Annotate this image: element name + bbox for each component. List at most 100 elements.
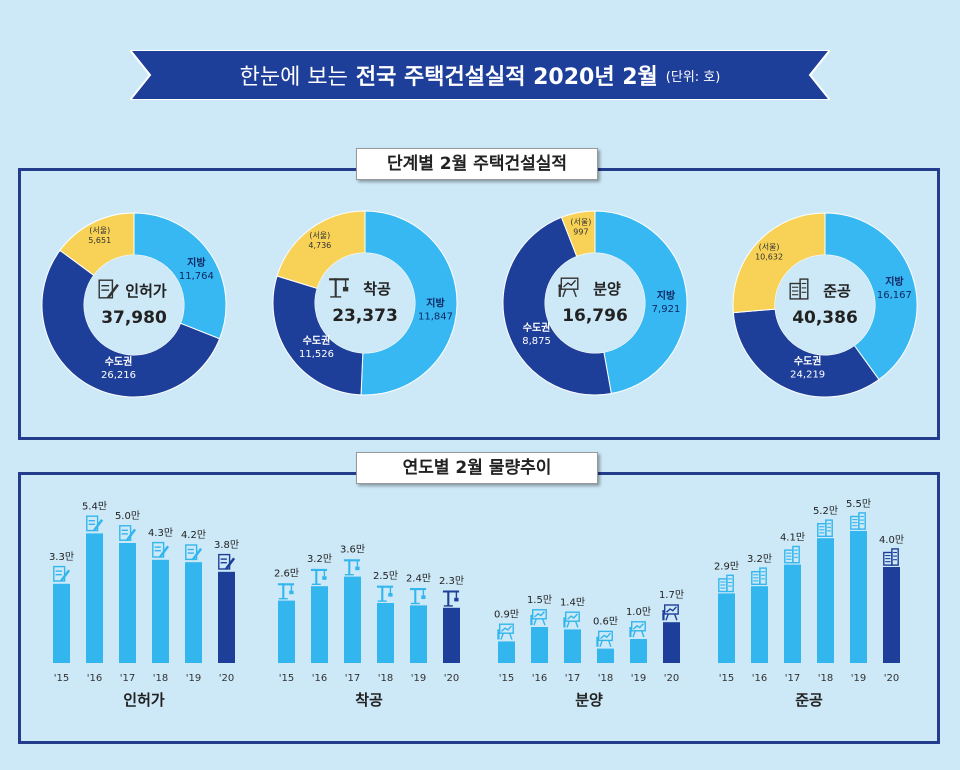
board-leg [607,640,612,647]
bar [597,648,614,663]
title-banner: 한눈에 보는 전국 주택건설실적 2020년 2월 (단위: 호) [127,49,833,101]
bar [185,562,202,663]
bar-group-1: 3.3만 '15 5.4만 '16 5.0만 '17 4.3만 '18 4.2만 '19 3.8만 '… [49,500,239,709]
donut-charts: 지방11,764수도권26,216(서울)5,651인허가37,980지방11,… [41,210,918,398]
bar [751,586,768,663]
x-tick-label: '19 [411,673,426,684]
slice-label-jibang: 지방 [426,297,445,310]
pen-stroke [125,528,137,541]
presentation-board-icon [530,609,547,626]
donut-total: 16,796 [562,306,628,326]
pen-stroke [224,557,236,570]
pen-stroke [92,519,104,532]
board-leg [566,620,570,628]
board-leg [574,620,579,628]
presenter-head [530,614,533,618]
bar-value-label: 4.1만 [780,532,805,544]
bar [498,641,515,663]
bar-value-label: 4.3만 [148,527,173,539]
board-leg [665,613,669,621]
bar-value-label: 2.3만 [439,575,464,587]
donut-2: 지방 11,847 수도권 11,526 (서울)4,736 착공 23,373 [272,210,458,396]
board-leg [673,613,678,621]
board-leg [572,288,577,298]
board-leg [541,618,546,626]
x-tick-label: '18 [818,673,833,684]
presentation-board-icon [596,630,613,647]
bar-group-4: 2.9만 '15 3.2만 '16 4.1만 '17 5.2만 '18 5.5만 '19 4.0만 '… [714,498,904,709]
document-outline [53,565,66,582]
donut-stage-label: 준공 [823,282,851,300]
slice-value-seoul: 4,736 [308,241,331,250]
slice-label-seoul: (서울) [309,231,330,240]
permit-document-icon [218,553,236,570]
slice-label-jibang: 지방 [657,289,676,302]
slice-label-seoul: (서울) [89,226,110,235]
bar-value-label: 2.6만 [274,568,299,580]
slice-value-sudogwon: 24,219 [790,370,825,381]
bar [377,603,394,663]
x-tick-label: '19 [631,673,646,684]
board-trend [600,632,611,640]
permit-document-icon [98,279,119,299]
bar-group-3: 0.9만 '15 1.5만 '16 1.4만 '17 0.6만 '18 1.0만 '19 1.7만 '… [494,589,684,709]
x-tick-label: '16 [312,673,327,684]
presenter-head [497,629,500,632]
presentation-board-icon [497,623,514,640]
x-tick-label: '19 [851,673,866,684]
bar [663,622,680,663]
bar [152,559,169,663]
building-tower [891,548,899,566]
building-tower [792,545,800,564]
unit-label: (단위: 호) [665,69,721,85]
x-tick-label: '17 [345,673,360,684]
board-frame [499,623,514,634]
permit-document-icon [119,525,137,541]
x-tick-label: '18 [153,673,168,684]
bar-value-label: 0.9만 [494,608,519,620]
building-icon [850,512,866,530]
x-tick-label: '18 [378,673,393,684]
board-leg [632,630,636,638]
building-icon [883,548,899,566]
bar [718,593,735,663]
crane-icon [277,583,295,600]
bar [443,607,460,663]
trend-panel-title: 연도별 2월 물량추이 [356,452,598,484]
permit-document-icon [53,565,71,582]
document-outline [98,279,114,299]
x-tick-label: '16 [532,673,547,684]
slice-value-sudogwon: 26,216 [101,370,136,381]
x-tick-label: '15 [54,673,69,684]
bar-value-label: 4.2만 [181,529,206,541]
slice-value-sudogwon: 8,875 [522,336,551,347]
bar [850,531,867,663]
donut-hole [775,255,875,355]
slice-value-sudogwon: 11,526 [299,349,334,360]
slice-value-jibang: 11,764 [179,271,214,282]
x-tick-label: '15 [279,673,294,684]
board-leg [599,640,603,647]
bar-group-2: 2.6만 '15 3.2만 '16 3.6만 '17 2.5만 '18 2.4만 '19 2.3만 '… [274,544,464,709]
bar-value-label: 0.6만 [593,616,618,628]
crane-load [355,566,360,571]
donut-4: 지방 16,167 수도권 24,219 (서울)10,632 준공 40,386 [732,212,918,398]
board-leg [640,630,645,638]
bar-value-label: 1.5만 [527,594,552,606]
pen-stroke [59,569,71,582]
group-label: 인허가 [123,691,165,709]
building-icon [817,519,833,538]
bar [630,639,647,663]
bar-value-label: 1.0만 [626,606,651,618]
crane-icon [310,568,328,586]
slice-label-sudogwon: 수도권 [794,356,822,368]
x-tick-label: '17 [785,673,800,684]
building-icon [789,278,809,300]
board-leg [533,618,537,626]
bar [817,538,834,663]
bar [883,567,900,663]
slice-label-sudogwon: 수도권 [303,335,331,347]
bar [531,627,548,663]
pen-stroke [106,283,119,299]
board-trend [567,613,578,620]
